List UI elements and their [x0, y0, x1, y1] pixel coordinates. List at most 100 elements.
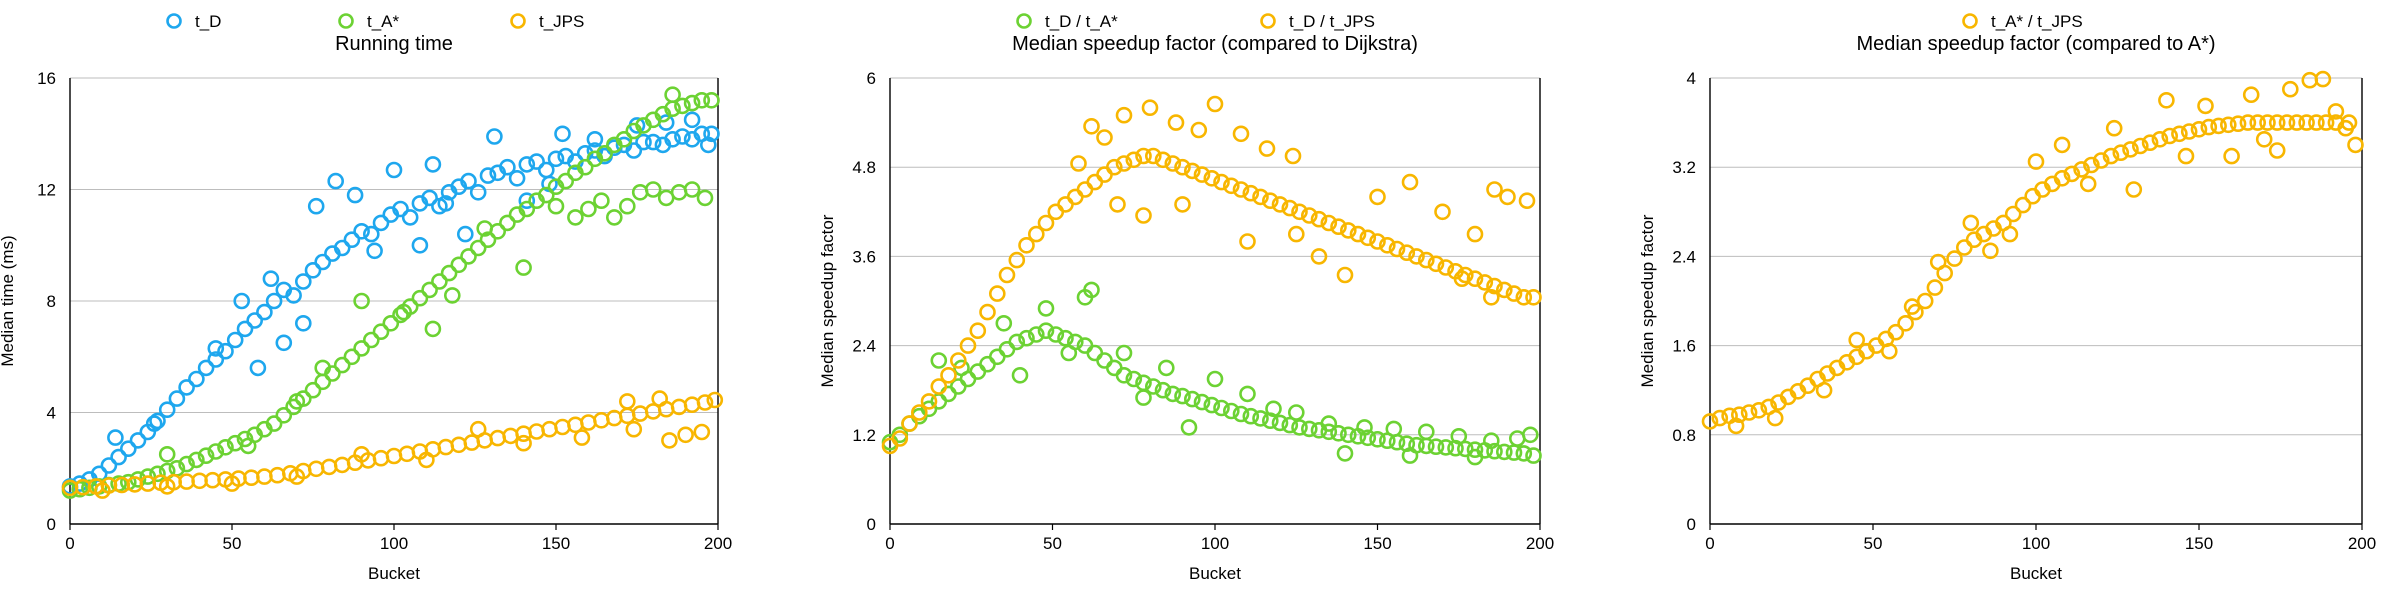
x-tick-label-1-4: 150 [542, 534, 570, 553]
data-point-2-2-21 [1076, 181, 1094, 198]
y-tick-label-1-3: 8 [47, 292, 56, 311]
data-point-2-2-80 [1135, 207, 1152, 224]
data-point-3-1-80 [2079, 175, 2097, 193]
data-point-2-2-60 [1457, 266, 1474, 284]
data-point-2-1-89 [1483, 432, 1500, 450]
data-point-2-1-31 [1174, 387, 1191, 405]
data-point-2-2-68 [1083, 118, 1100, 135]
y-tick-label-1-2: 4 [47, 404, 56, 423]
data-point-2-2-39 [1252, 188, 1269, 206]
data-point-3-1-6 [1750, 401, 1768, 419]
x-tick-label-2-2: 50 [1043, 534, 1062, 553]
data-point-2-2-26 [1125, 151, 1143, 169]
data-point-3-1-67 [2347, 136, 2364, 154]
data-point-1-1-74 [307, 197, 325, 215]
data-point-1-1-29 [333, 239, 351, 257]
data-point-2-2-37 [1232, 181, 1250, 198]
data-point-2-1-33 [1193, 393, 1211, 411]
data-point-1-1-18 [226, 331, 244, 349]
data-point-2-1-47 [1330, 424, 1347, 442]
data-point-3-1-41 [2092, 152, 2110, 169]
data-point-3-1-63 [2308, 114, 2325, 131]
data-point-2-1-64 [1496, 443, 1513, 461]
data-point-1-1-22 [265, 292, 283, 310]
data-point-1-1-17 [217, 342, 234, 360]
data-point-1-2-14 [188, 451, 205, 469]
data-point-3-1-42 [2102, 147, 2120, 165]
data-point-2-1-75 [1083, 281, 1100, 299]
data-point-1-1-30 [343, 231, 361, 248]
data-point-1-1-76 [346, 186, 364, 204]
y-tick-label-3-4: 2.4 [1672, 247, 1696, 266]
data-point-2-1-71 [1011, 366, 1029, 384]
data-point-2-2-87 [1401, 173, 1419, 191]
data-point-3-1-27 [1956, 239, 1973, 256]
data-point-2-2-50 [1359, 229, 1377, 247]
data-point-2-1-79 [1180, 419, 1198, 436]
data-point-3-1-58 [2259, 114, 2276, 131]
data-point-2-2-77 [1284, 147, 1302, 165]
data-point-1-2-13 [178, 455, 195, 473]
data-point-2-2-27 [1135, 147, 1152, 165]
data-point-2-2-65 [1505, 285, 1523, 302]
data-point-3-1-74 [1929, 253, 1947, 271]
data-point-1-3-53 [158, 478, 176, 495]
data-point-1-1-12 [168, 390, 186, 407]
data-point-3-1-82 [2125, 181, 2143, 198]
data-point-2-1-92 [1336, 445, 1354, 462]
data-point-3-1-51 [2190, 121, 2208, 138]
data-point-1-2-82 [618, 197, 636, 215]
data-point-2-2-38 [1242, 184, 1260, 202]
chart-panel-3: t_A* / t_JPS Median speedup factor (compa… [1638, 12, 2376, 583]
data-point-2-1-19 [1057, 329, 1074, 347]
data-point-3-1-59 [2268, 114, 2286, 131]
data-point-1-1-73 [294, 314, 312, 332]
data-point-1-2-56 [596, 145, 613, 162]
data-point-2-1-51 [1369, 430, 1386, 448]
data-point-1-2-81 [605, 209, 623, 226]
data-point-1-2-86 [670, 184, 688, 201]
data-point-1-1-85 [657, 114, 675, 131]
data-point-3-1-47 [2151, 131, 2169, 148]
data-point-2-2-18 [1047, 203, 1065, 221]
data-point-2-2-16 [1028, 225, 1045, 243]
data-point-2-2-83 [1288, 225, 1305, 243]
data-point-2-2-19 [1057, 196, 1074, 213]
y-tick-label-3-2: 0.8 [1672, 426, 1696, 445]
data-point-1-3-26 [385, 447, 403, 465]
data-point-1-3-65 [618, 393, 636, 410]
y-tick-label-1-5: 16 [37, 69, 56, 88]
data-point-2-2-73 [1190, 121, 1208, 139]
data-point-2-1-84 [1320, 415, 1338, 432]
data-point-2-2-79 [1109, 196, 1126, 213]
data-point-1-1-21 [256, 303, 273, 321]
data-point-2-1-78 [1158, 359, 1175, 377]
data-point-1-2-84 [644, 181, 662, 198]
data-point-2-2-49 [1349, 225, 1367, 243]
data-point-3-1-76 [1982, 242, 1999, 260]
data-point-2-2-88 [1434, 203, 1451, 221]
data-point-2-1-87 [1418, 423, 1435, 441]
chart-title-1: Running time [335, 33, 453, 55]
y-axis-label-1: Median time (ms) [0, 235, 17, 366]
data-point-2-1-7 [940, 385, 957, 403]
data-point-2-2-63 [1486, 277, 1503, 295]
y-tick-label-2-4: 3.6 [852, 247, 876, 266]
x-tick-label-3-1: 0 [1705, 534, 1714, 553]
legend-label-2-1: t_D / t_A* [1045, 12, 1118, 31]
legend-label-2-2: t_D / t_JPS [1289, 12, 1375, 31]
data-point-2-1-28 [1145, 378, 1162, 395]
data-point-2-2-78 [1070, 155, 1087, 172]
data-point-2-2-35 [1213, 173, 1230, 191]
data-point-3-1-62 [2298, 114, 2315, 131]
data-point-1-1-80 [486, 128, 503, 145]
data-point-1-1-19 [236, 320, 254, 338]
x-axis-label-2: Bucket [1189, 564, 1241, 583]
data-point-1-1-72 [262, 270, 280, 288]
data-point-2-1-37 [1232, 405, 1250, 423]
data-point-3-1-55 [2229, 115, 2247, 132]
data-point-2-1-38 [1242, 407, 1260, 425]
data-point-1-1-13 [178, 379, 195, 396]
data-point-2-2-64 [1496, 281, 1513, 299]
